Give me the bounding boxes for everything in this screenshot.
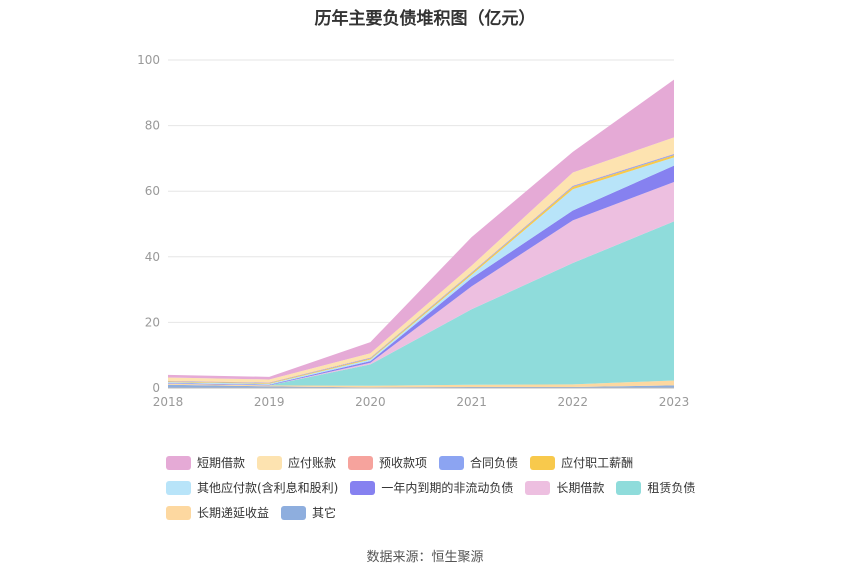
legend-swatch [439, 455, 465, 470]
legend-swatch [616, 480, 642, 495]
legend-label: 一年内到期的非流动负债 [381, 481, 514, 495]
legend-label: 长期递延收益 [197, 506, 270, 520]
y-tick-label: 100 [137, 53, 160, 67]
legend-label: 应付账款 [288, 456, 337, 470]
x-tick-label: 2018 [153, 395, 184, 409]
x-tick-label: 2019 [254, 395, 285, 409]
legend-swatch [350, 480, 376, 495]
legend-swatch [281, 505, 307, 520]
data-source: 数据来源：恒生聚源 [366, 550, 484, 565]
legend-item[interactable]: 合同负债 [439, 454, 518, 471]
legend-swatch [257, 455, 283, 470]
legend-label: 合同负债 [470, 456, 519, 470]
legend-item[interactable]: 其他应付款(含利息和股利) [166, 479, 338, 496]
y-tick-label: 80 [145, 119, 160, 133]
legend-item[interactable]: 一年内到期的非流动负债 [350, 479, 513, 496]
area-series [168, 221, 674, 386]
chart-title: 历年主要负债堆积图（亿元） [314, 9, 536, 29]
area-series [168, 137, 674, 383]
legend-swatch [525, 480, 551, 495]
x-tick-label: 2022 [558, 395, 589, 409]
legend-label: 预收款项 [379, 456, 428, 470]
legend-row: 其他应付款(含利息和股利) 一年内到期的非流动负债 长期借款 租赁负债 [166, 475, 726, 500]
legend-swatch [530, 455, 556, 470]
x-tick-label: 2020 [355, 395, 386, 409]
legend-label: 其它 [312, 506, 337, 520]
legend-swatch [166, 505, 191, 520]
legend-swatch [166, 480, 191, 495]
legend-item[interactable]: 应付职工薪酬 [530, 454, 633, 471]
legend-label: 长期借款 [556, 481, 605, 495]
area-series [168, 380, 674, 388]
legend-item[interactable]: 应付账款 [257, 454, 336, 471]
y-tick-label: 0 [152, 381, 160, 395]
legend: 短期借款 应付账款 预收款项 合同负债 应付职工薪酬其他应付款(含利息和股利) 一年内到期… [166, 450, 726, 525]
legend-label: 租赁负债 [647, 481, 696, 495]
area-series [168, 157, 674, 385]
y-tick-label: 60 [145, 184, 160, 198]
y-tick-label: 20 [145, 315, 160, 329]
legend-swatch [166, 455, 191, 470]
stacked-area-chart: 0 20 40 60 80 100 2018 2019 2020 2021 2022 2023 [137, 53, 690, 409]
legend-label: 应付职工薪酬 [561, 456, 634, 470]
legend-item[interactable]: 预收款项 [348, 454, 427, 471]
legend-label: 短期借款 [197, 456, 246, 470]
legend-item[interactable]: 租赁负债 [616, 479, 695, 496]
x-tick-label: 2023 [659, 395, 690, 409]
legend-swatch [348, 455, 374, 470]
legend-item[interactable]: 长期借款 [525, 479, 604, 496]
x-tick-label: 2021 [456, 395, 487, 409]
legend-item[interactable]: 其它 [281, 504, 336, 521]
y-tick-label: 40 [145, 250, 160, 264]
area-series [168, 384, 674, 388]
legend-row: 短期借款 应付账款 预收款项 合同负债 应付职工薪酬 [166, 450, 726, 475]
legend-row: 长期递延收益 其它 [166, 500, 726, 525]
area-series [168, 182, 674, 386]
legend-label: 其他应付款(含利息和股利) [197, 481, 339, 495]
legend-item[interactable]: 长期递延收益 [166, 504, 269, 521]
legend-item[interactable]: 短期借款 [166, 454, 245, 471]
